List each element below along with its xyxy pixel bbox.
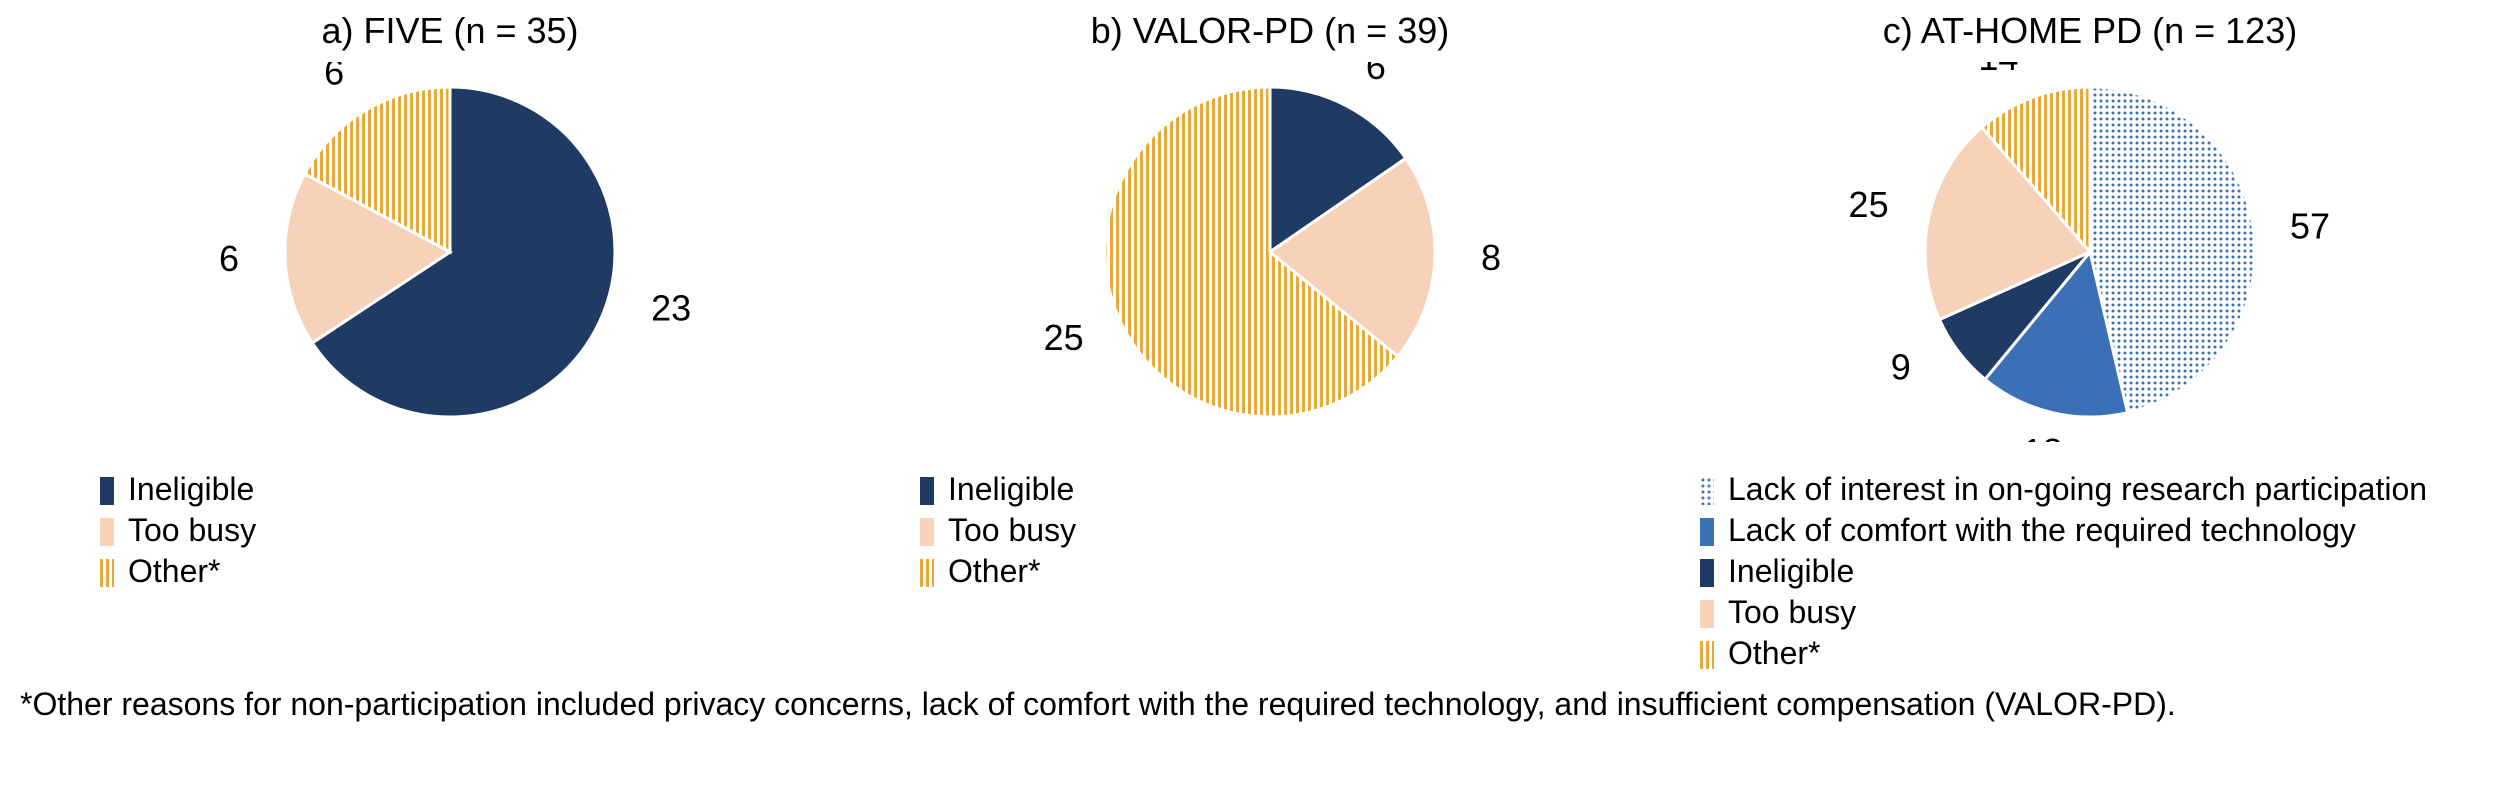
chart-title: c) AT-HOME PD (n = 123) [1883,10,2297,52]
legend-swatch [1700,640,1714,668]
pie-value-label: 25 [1849,184,1889,225]
pie-value-label: 9 [1891,346,1911,387]
pie-value-label: 14 [1978,62,2018,78]
legend-item: Other* [1700,635,2427,672]
legend-item: Too busy [1700,594,2427,631]
pie-value-label: 6 [324,62,344,92]
legend-label: Other* [948,553,1040,590]
legend-item: Ineligible [920,471,1076,508]
legend-item: Lack of comfort with the required techno… [1700,512,2427,549]
legend-swatch [100,517,114,545]
legend-label: Lack of comfort with the required techno… [1728,512,2356,549]
pie-chart: 6 8 25 [860,62,1680,447]
legend-item: Lack of interest in on-going research pa… [1700,471,2427,508]
legend-item: Other* [920,553,1076,590]
legend-swatch [100,476,114,504]
legend-swatch [920,558,934,586]
pie-value-label: 23 [651,287,691,328]
legend-swatch [1700,476,1714,504]
pie-chart: 23 6 6 [40,62,860,447]
legend-swatch [1700,558,1714,586]
pie-value-label: 57 [2290,205,2330,246]
legend-swatch [920,476,934,504]
pie-value-label: 6 [1366,62,1386,87]
legend-label: Ineligible [948,471,1074,508]
legend-swatch [920,517,934,545]
chart-panel: c) AT-HOME PD (n = 123) 57 18 9 25 14 Lack of … [1680,10,2500,676]
pie-value-label: 8 [1481,237,1501,278]
legend-item: Ineligible [100,471,256,508]
legend-label: Other* [128,553,220,590]
legend-swatch [1700,517,1714,545]
chart-footnote: *Other reasons for non-participation inc… [0,676,2520,723]
legend-swatch [1700,599,1714,627]
pie-chart: 57 18 9 25 14 [1680,62,2500,447]
legend-label: Other* [1728,635,1820,672]
chart-title: a) FIVE (n = 35) [321,10,578,52]
legend-label: Too busy [1728,594,1856,631]
legend-label: Ineligible [1728,553,1854,590]
chart-legend: Ineligible Too busy Other* [40,467,256,594]
legend-label: Too busy [948,512,1076,549]
legend-item: Ineligible [1700,553,2427,590]
chart-legend: Ineligible Too busy Other* [860,467,1076,594]
legend-label: Lack of interest in on-going research pa… [1728,471,2427,508]
legend-label: Too busy [128,512,256,549]
chart-panel: a) FIVE (n = 35) 23 6 6 Ineligible Too busy Ot… [40,10,860,594]
chart-panel: b) VALOR-PD (n = 39) 6 8 25 Ineligible Too bu… [860,10,1680,594]
pie-value-label: 25 [1044,317,1084,358]
pie-value-label: 18 [2023,431,2063,442]
legend-item: Too busy [920,512,1076,549]
legend-swatch [100,558,114,586]
pie-value-label: 6 [219,238,239,279]
legend-item: Other* [100,553,256,590]
legend-label: Ineligible [128,471,254,508]
chart-title: b) VALOR-PD (n = 39) [1091,10,1449,52]
chart-legend: Lack of interest in on-going research pa… [1680,467,2427,676]
legend-item: Too busy [100,512,256,549]
